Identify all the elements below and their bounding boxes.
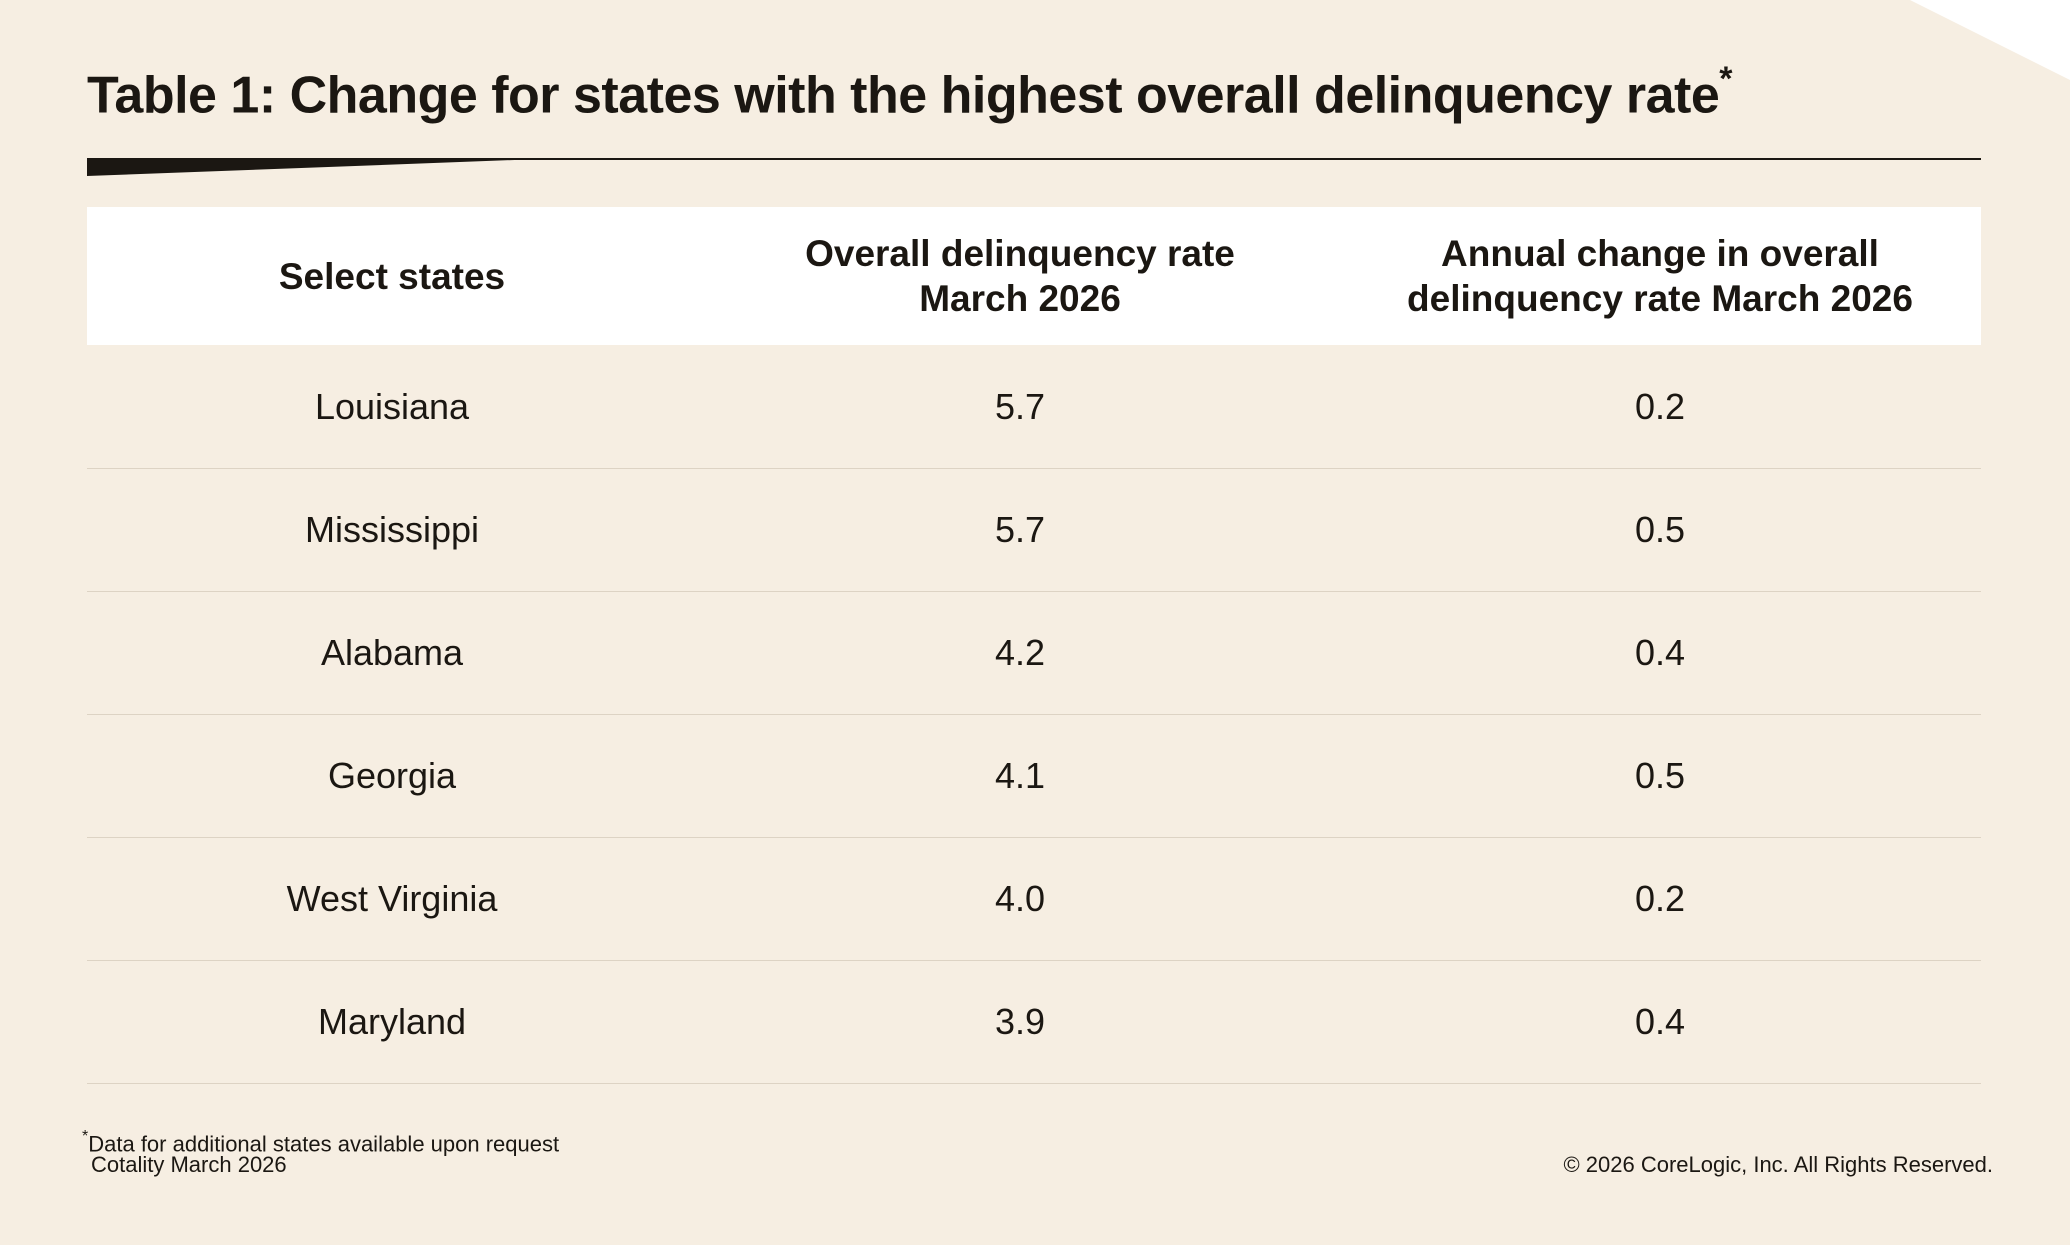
annual-change-cell: 0.5 (1634, 508, 1686, 550)
annual-change-cell: 0.2 (1634, 385, 1686, 427)
annual-change-cell: 0.4 (1634, 631, 1686, 673)
state-cell: Mississippi (304, 508, 480, 550)
table-row: Mississippi 5.7 0.5 (87, 468, 1981, 592)
header-select-states: Select states (278, 255, 506, 297)
state-cell: Louisiana (314, 385, 470, 427)
annual-change-cell: 0.2 (1634, 877, 1686, 919)
table-row: Alabama 4.2 0.4 (87, 591, 1981, 715)
table-row: Louisiana 5.7 0.2 (87, 345, 1981, 469)
overall-rate-cell: 4.0 (994, 877, 1046, 919)
state-cell: West Virginia (286, 877, 498, 919)
title-text: Table 1: Change for states with the high… (87, 66, 1720, 125)
overall-rate-cell: 5.7 (994, 385, 1046, 427)
table-header: Select states Overall delinquency rate M… (87, 207, 1981, 345)
overall-rate-cell: 5.7 (994, 508, 1046, 550)
table-row: Maryland 3.9 0.4 (87, 960, 1981, 1084)
header-annual-change: Annual change in overall delinquency rat… (1407, 233, 1913, 319)
header-overall-rate: Overall delinquency rate March 2026 (805, 233, 1235, 319)
title-rule-wedge (87, 158, 567, 176)
footnote-text: Data for additional states available upo… (88, 1131, 560, 1157)
annual-change-cell: 0.4 (1634, 1000, 1686, 1042)
footnote-asterisk: * (82, 1128, 89, 1145)
table-row: West Virginia 4.0 0.2 (87, 837, 1981, 961)
overall-rate-cell: 4.2 (994, 631, 1046, 673)
copyright-note: © 2026 CoreLogic, Inc. All Rights Reserv… (1563, 1152, 1993, 1177)
state-cell: Maryland (317, 1000, 467, 1042)
footnote: *Data for additional states available up… (82, 1126, 559, 1157)
state-cell: Georgia (327, 754, 457, 796)
title-asterisk: * (1719, 60, 1733, 98)
page-title: Table 1: Change for states with the high… (87, 60, 1733, 125)
overall-rate-cell: 4.1 (994, 754, 1046, 796)
source-note: Cotality March 2026 (91, 1152, 287, 1177)
annual-change-cell: 0.5 (1634, 754, 1686, 796)
title-rule (87, 158, 1981, 160)
overall-rate-cell: 3.9 (994, 1000, 1046, 1042)
state-cell: Alabama (320, 631, 464, 673)
table-row: Georgia 4.1 0.5 (87, 714, 1981, 838)
corner-fold-decoration (1910, 0, 2070, 80)
